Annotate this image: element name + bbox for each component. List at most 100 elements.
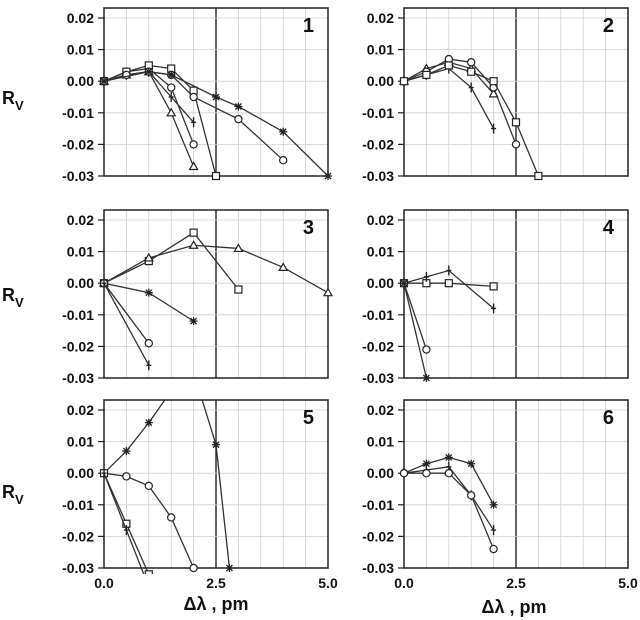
data-point-circle — [144, 481, 153, 491]
data-point-square — [399, 77, 409, 86]
data-point-square — [444, 279, 453, 288]
series-layer — [98, 61, 332, 181]
panel-1: 0.02 0.01 0.00 -0.01 -0.02 -0.03 1 — [62, 7, 332, 184]
y-axis-title-upper: R V — [2, 88, 24, 113]
data-point-circle — [422, 469, 431, 478]
data-point-circle — [467, 58, 476, 67]
data-point-circle — [444, 469, 453, 478]
data-point-star — [144, 67, 153, 76]
y-tick-label: 0.01 — [367, 434, 394, 450]
y-tick-label: 0.02 — [367, 10, 394, 26]
data-point-star — [212, 93, 220, 101]
data-point-square — [511, 118, 521, 127]
y-axis-title-lower-main: R — [2, 482, 15, 502]
panel-frame — [403, 399, 629, 569]
panel-frame — [103, 399, 329, 569]
data-point-star — [422, 374, 431, 382]
x-tick-label: 2.5 — [206, 575, 226, 591]
x-axis-title-right: Δλ , pm — [482, 597, 547, 617]
y-tick-label: 0.01 — [367, 42, 394, 58]
panel-number-label: 5 — [303, 407, 314, 429]
data-point-cross — [123, 525, 129, 536]
data-point-circle — [144, 339, 153, 348]
panel-3: 0.02 0.01 0.00 -0.01 -0.02 -0.03 3 — [62, 209, 334, 386]
data-point-cross — [146, 360, 152, 371]
data-point-circle — [166, 513, 176, 522]
data-point-star — [167, 387, 175, 395]
data-point-square — [211, 171, 221, 181]
x-tick-label: 0.0 — [94, 575, 114, 591]
data-point-cross — [191, 117, 197, 128]
data-point-circle — [189, 92, 198, 102]
data-point-star — [144, 418, 153, 427]
y-tick-label: 0.01 — [67, 434, 94, 450]
data-point-square — [489, 282, 498, 291]
data-point-cross — [168, 92, 174, 102]
data-point-circle — [422, 345, 431, 354]
panel-number-label: 6 — [603, 407, 614, 429]
data-point-star — [225, 564, 234, 572]
x-tick-label: 2.5 — [506, 575, 526, 591]
data-point-star — [189, 317, 198, 326]
y-axis-title-middle-main: R — [2, 285, 15, 305]
series-line — [103, 400, 231, 569]
x-tick-label: 5.0 — [318, 575, 338, 591]
data-point-square — [467, 67, 476, 76]
data-point-star — [144, 288, 153, 297]
y-tick-label: -0.03 — [62, 370, 94, 386]
series-line — [103, 64, 217, 177]
panel-number-label: 2 — [603, 15, 614, 37]
y-tick-label: -0.03 — [362, 370, 394, 386]
y-tick-label: -0.02 — [362, 136, 394, 152]
x-tick-label: 5.0 — [618, 575, 638, 591]
data-point-triangle — [233, 243, 244, 253]
data-point-cross — [101, 278, 107, 289]
data-point-square — [489, 77, 498, 86]
data-point-star — [212, 440, 220, 449]
y-tick-label: -0.01 — [362, 307, 394, 323]
y-axis-title-upper-main: R — [2, 88, 15, 108]
y-axis-title-middle-sub: V — [15, 295, 24, 310]
panel-frame — [403, 209, 629, 379]
data-point-star — [489, 500, 498, 509]
y-tick-label: 0.02 — [367, 402, 394, 418]
y-tick-label: 0.00 — [67, 275, 94, 291]
y-tick-label: -0.02 — [362, 338, 394, 354]
y-tick-label: -0.03 — [62, 168, 94, 184]
data-point-triangle — [188, 240, 199, 249]
data-point-triangle — [143, 252, 154, 262]
data-point-square — [534, 171, 543, 181]
y-axis-title-middle: R V — [2, 285, 24, 310]
panel-5: 0.02 0.01 0.00 -0.01 -0.02 -0.030.0 2.5 5.0 5 — [62, 387, 338, 592]
series-line — [103, 244, 329, 294]
y-tick-label: 0.02 — [67, 212, 94, 228]
panel-6: 0.02 0.01 0.00 -0.01 -0.02 -0.030.0 2.5 5.0 6 — [362, 399, 638, 591]
y-tick-label: 0.01 — [67, 42, 94, 58]
data-point-circle — [399, 469, 409, 478]
y-tick-label: 0.02 — [67, 10, 94, 26]
y-axis-title-lower: R V — [2, 482, 24, 507]
y-tick-label: 0.00 — [67, 73, 94, 89]
data-point-cross — [146, 582, 151, 592]
data-point-circle — [279, 155, 288, 165]
data-point-triangle — [278, 262, 289, 271]
y-tick-label: 0.00 — [367, 465, 394, 481]
data-point-cross — [101, 468, 107, 479]
panels-layer: 0.020.010.00-0.01-0.02-0.031 0.020.010.00… — [62, 7, 638, 592]
data-point-circle — [122, 472, 131, 481]
series-layer — [98, 228, 334, 371]
data-point-star — [400, 279, 408, 288]
data-point-triangle — [322, 287, 334, 297]
data-point-triangle — [188, 161, 199, 171]
y-tick-label: -0.01 — [62, 307, 94, 323]
series-line — [103, 282, 150, 366]
panel-number-label: 1 — [303, 15, 314, 37]
data-point-circle — [166, 83, 176, 92]
y-tick-label: -0.01 — [362, 497, 394, 513]
y-tick-label: -0.02 — [62, 338, 94, 354]
y-axis-title-upper-sub: V — [15, 98, 24, 113]
data-point-circle — [489, 544, 498, 554]
y-tick-label: -0.02 — [362, 528, 394, 544]
y-tick-label: -0.03 — [62, 560, 94, 576]
